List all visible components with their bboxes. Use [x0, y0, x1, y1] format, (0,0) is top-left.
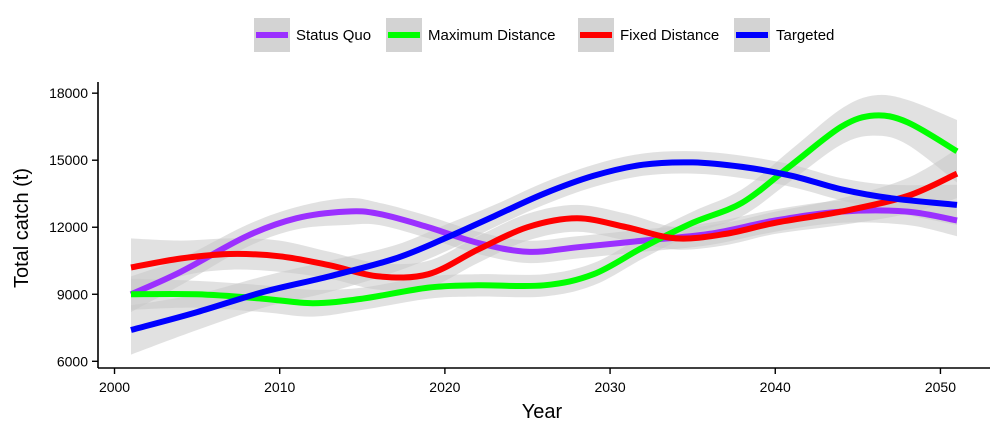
- series-lines: [129, 112, 959, 333]
- x-tick-label: 2040: [760, 379, 791, 395]
- x-axis-title: Year: [522, 401, 563, 423]
- x-tick-label: 2050: [925, 379, 956, 395]
- series-line-maximum-distance: [130, 112, 959, 307]
- legend-item-fixed-distance: Fixed Distance: [578, 18, 719, 52]
- legend: Status Quo Maximum Distance Fixed Distance…: [254, 18, 834, 52]
- legend-label: Fixed Distance: [620, 27, 719, 44]
- x-tick-label: 2020: [429, 379, 460, 395]
- legend-item-status-quo: Status Quo: [254, 18, 371, 52]
- x-tick-label: 2010: [264, 379, 295, 395]
- legend-label: Maximum Distance: [428, 27, 556, 44]
- x-tick-label: 2030: [594, 379, 625, 395]
- series-line-targeted: [130, 159, 958, 333]
- y-tick-label: 15000: [49, 152, 88, 168]
- y-tick-label: 12000: [49, 219, 88, 235]
- legend-item-maximum-distance: Maximum Distance: [386, 18, 556, 52]
- legend-label: Status Quo: [296, 27, 371, 44]
- series-line-fixed-distance: [130, 170, 959, 281]
- x-tick-label: 2000: [99, 379, 130, 395]
- y-tick-label: 9000: [57, 286, 88, 302]
- y-ticks: 6000 9000 12000 15000 18000: [49, 85, 98, 369]
- y-axis-title: Total catch (t): [11, 168, 33, 288]
- legend-label: Targeted: [776, 27, 834, 44]
- legend-item-targeted: Targeted: [734, 18, 834, 52]
- y-tick-label: 18000: [49, 85, 88, 101]
- x-ticks: 2000 2010 2020 2030 2040 2050: [99, 368, 956, 395]
- axes: 2000 2010 2020 2030 2040 2050 6000 9000 12000 15…: [49, 82, 990, 395]
- y-tick-label: 6000: [57, 353, 88, 369]
